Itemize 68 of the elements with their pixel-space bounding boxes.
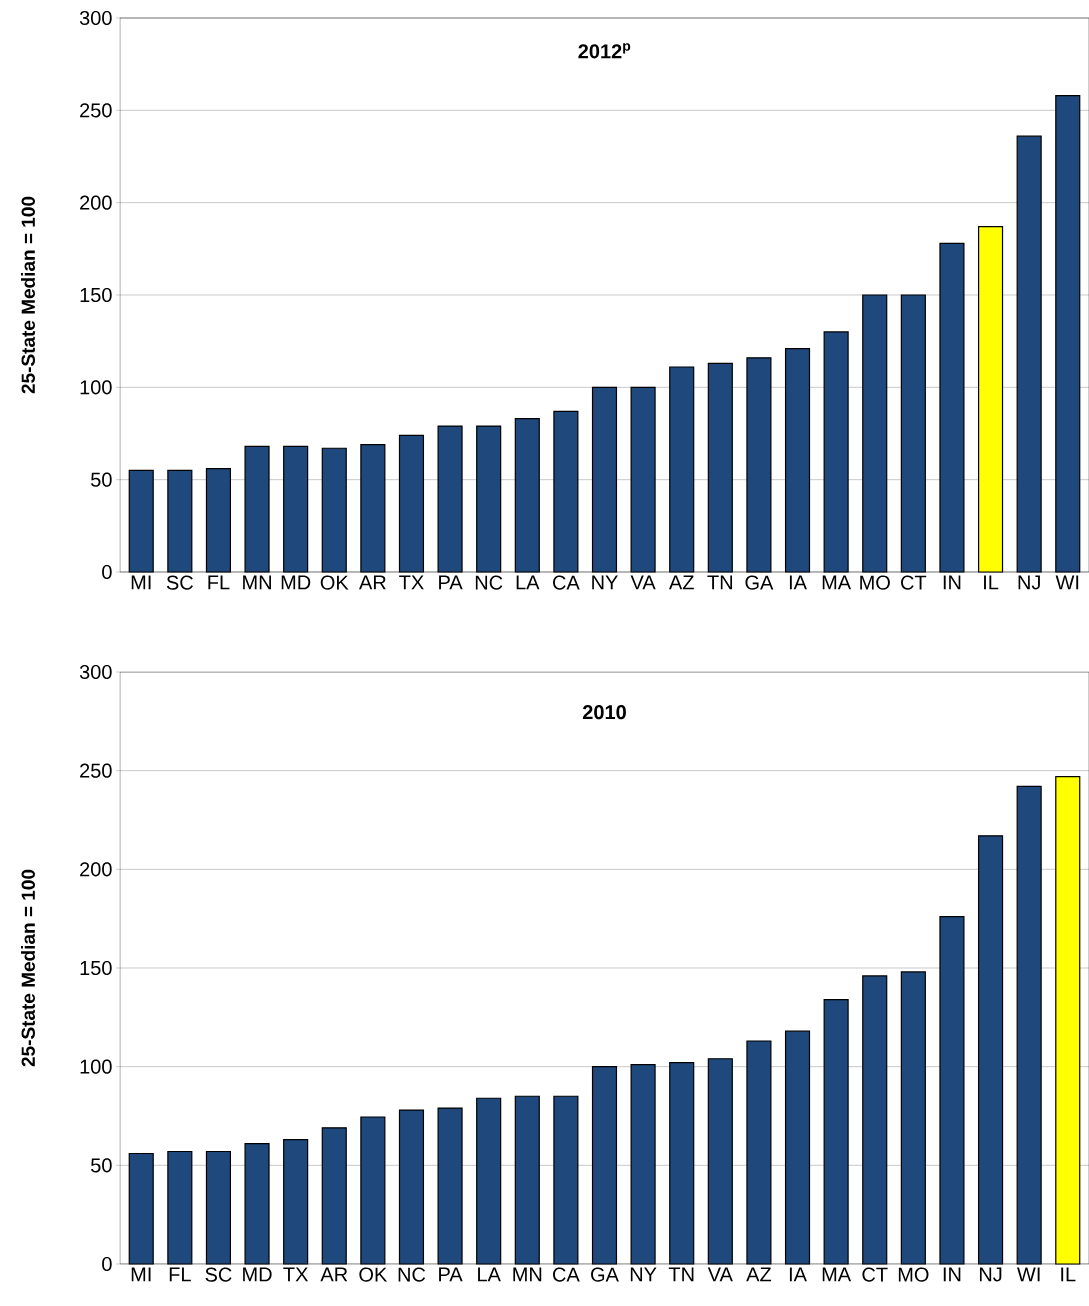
- x-tick-label: NC: [475, 575, 503, 590]
- y-tick-label: 50: [91, 472, 112, 487]
- x-tick-label: PA: [439, 575, 463, 590]
- x-tick-label: FL: [169, 1267, 191, 1282]
- x-tick-label: AZ: [668, 575, 694, 590]
- y-tick-label: 0: [102, 564, 112, 580]
- x-tick-label: AR: [320, 1267, 348, 1282]
- x-tick-label: MO: [898, 1267, 929, 1282]
- x-tick-label: MN: [243, 575, 271, 590]
- y-tick-label: 200: [80, 862, 112, 877]
- x-tick-label: MI: [131, 1267, 151, 1282]
- x-tick-label: TN: [707, 575, 733, 590]
- x-tick-label: CT: [901, 575, 927, 590]
- x-tick-label: TN: [668, 1267, 694, 1282]
- y-axis-title: 25-State Median = 100: [21, 869, 35, 1067]
- x-tick-label: TX: [283, 1267, 309, 1282]
- x-tick-label: IA: [789, 575, 807, 590]
- x-tick-label: NJ: [1018, 575, 1040, 590]
- x-tick-label: SC: [205, 1267, 232, 1282]
- x-tick-label: OK: [320, 575, 349, 590]
- y-tick-label: 150: [80, 287, 112, 303]
- x-tick-label: VA: [630, 575, 656, 590]
- y-tick-label: 250: [80, 763, 112, 778]
- y-tick-label: 250: [80, 103, 112, 118]
- x-tick-label: VA: [707, 1267, 733, 1282]
- x-tick-label: MN: [513, 1267, 542, 1282]
- y-axis-title: 25-State Median = 100: [21, 196, 35, 394]
- x-tick-label: GA: [745, 575, 774, 590]
- x-tick-label: PA: [439, 1267, 463, 1282]
- x-tick-label: OK: [359, 1267, 388, 1282]
- y-tick-label: 100: [80, 1059, 112, 1074]
- x-tick-label: TX: [399, 575, 424, 590]
- x-tick-label: CA: [553, 1267, 580, 1282]
- x-tick-label: AZ: [746, 1267, 772, 1282]
- x-tick-label: IN: [943, 1267, 961, 1282]
- text: 2012$^{p}$: [578, 43, 631, 59]
- x-tick-label: IL: [1061, 1267, 1076, 1282]
- x-tick-label: IA: [789, 1267, 807, 1282]
- x-tick-label: MA: [822, 1267, 852, 1282]
- x-tick-label: CA: [553, 575, 580, 590]
- y-tick-label: 100: [80, 380, 112, 395]
- y-tick-label: 300: [79, 10, 112, 26]
- x-tick-label: AR: [359, 575, 386, 590]
- x-tick-label: MA: [822, 575, 852, 590]
- x-tick-label: NC: [398, 1267, 426, 1282]
- x-tick-label: CT: [862, 1267, 888, 1282]
- y-tick-label: 300: [79, 664, 112, 680]
- x-tick-label: MD: [281, 575, 311, 590]
- text: 2010: [582, 705, 626, 720]
- x-tick-label: IN: [943, 575, 961, 590]
- x-tick-label: LA: [478, 1267, 501, 1282]
- x-tick-label: MD: [243, 1267, 272, 1282]
- x-tick-label: LA: [516, 575, 540, 590]
- x-tick-label: MO: [860, 575, 890, 590]
- x-tick-label: SC: [166, 575, 193, 590]
- x-tick-label: NY: [592, 575, 618, 590]
- y-tick-label: 0: [102, 1256, 112, 1272]
- x-tick-label: WI: [1017, 1267, 1040, 1282]
- y-tick-label: 200: [80, 195, 112, 210]
- x-tick-label: NJ: [979, 1267, 1002, 1282]
- y-tick-label: 150: [80, 960, 112, 976]
- x-tick-label: FL: [208, 575, 230, 590]
- x-tick-label: GA: [591, 1267, 619, 1282]
- x-tick-label: WI: [1055, 575, 1079, 590]
- x-tick-label: IL: [984, 575, 999, 590]
- x-tick-label: NY: [630, 1267, 657, 1282]
- x-tick-label: MI: [131, 575, 151, 590]
- y-tick-label: 50: [91, 1158, 112, 1173]
